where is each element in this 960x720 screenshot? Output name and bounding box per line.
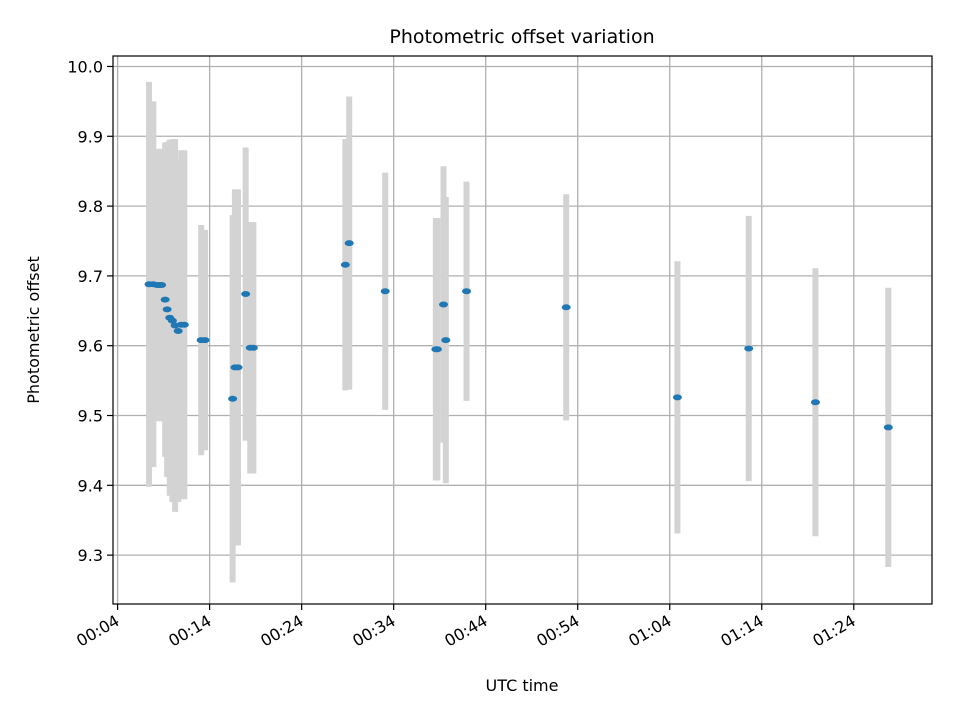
data-point [462, 288, 472, 295]
y-tick-label: 9.7 [78, 267, 103, 286]
y-tick-label: 9.6 [78, 337, 103, 356]
data-point [340, 261, 350, 268]
data-points [144, 240, 893, 431]
data-point [162, 306, 172, 313]
y-tick-label: 9.4 [78, 476, 103, 495]
x-tick-label: 01:24 [809, 611, 858, 651]
data-point [241, 291, 251, 298]
data-point [179, 321, 189, 328]
data-point [883, 424, 893, 431]
data-point [228, 395, 238, 402]
x-tick-label: 00:24 [257, 611, 306, 651]
data-point [233, 364, 243, 371]
data-point [344, 240, 354, 247]
data-point [439, 301, 449, 308]
y-tick-label: 9.9 [78, 127, 103, 146]
data-point [200, 337, 210, 344]
x-axis-label: UTC time [486, 676, 559, 695]
plot-frame [112, 55, 933, 605]
x-tick-label: 00:04 [73, 611, 122, 651]
data-point [157, 281, 167, 288]
y-axis: 9.3 9.4 9.5 9.6 9.7 9.8 9.9 10.0 [67, 57, 113, 565]
x-tick-label: 01:14 [717, 611, 766, 651]
y-tick-label: 9.5 [78, 407, 103, 426]
data-point [160, 296, 170, 303]
x-tick-label: 00:54 [533, 611, 582, 651]
x-tick-label: 01:04 [625, 611, 674, 651]
y-tick-label: 10.0 [67, 57, 103, 76]
x-tick-label: 00:44 [441, 611, 490, 651]
data-point [248, 344, 258, 351]
data-point [380, 288, 390, 295]
x-tick-label: 00:14 [165, 611, 214, 651]
data-point [810, 399, 820, 406]
data-point [561, 304, 571, 311]
error-bars [146, 81, 892, 583]
data-point [173, 328, 183, 335]
data-point [441, 337, 451, 344]
data-point [432, 346, 442, 353]
data-point [672, 394, 682, 401]
data-point [167, 317, 177, 324]
y-axis-label: Photometric offset [24, 256, 43, 404]
x-axis: 00:04 00:14 00:24 00:34 00:44 00:54 01:04 01:14… [73, 604, 859, 651]
x-tick-label: 00:34 [349, 611, 398, 651]
data-point [744, 345, 754, 352]
chart-title: Photometric offset variation [389, 26, 654, 48]
y-tick-label: 9.3 [78, 546, 103, 565]
y-tick-label: 9.8 [78, 197, 103, 216]
